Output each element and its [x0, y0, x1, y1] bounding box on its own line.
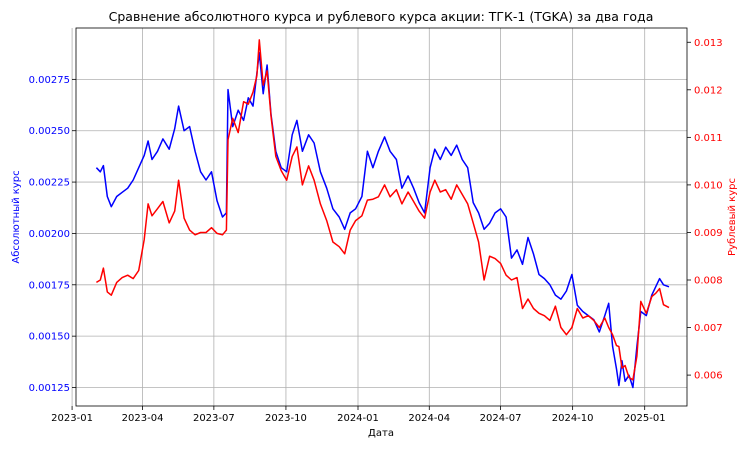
y-right-tick-label: 0.013 — [694, 38, 723, 49]
ruble-price-line — [96, 39, 670, 381]
x-tick-label: 2023-04 — [122, 413, 164, 424]
x-tick-label: 2023-07 — [193, 413, 235, 424]
y-axis-right-label: Рублевый курс — [727, 178, 738, 256]
plot-frame — [75, 27, 688, 407]
y-left-tick-label: 0.00225 — [29, 178, 70, 189]
x-tick-label: 2024-01 — [337, 413, 379, 424]
y-right-tick-label: 0.012 — [694, 85, 723, 96]
x-tick-label: 2024-10 — [552, 413, 594, 424]
x-tick-label: 2023-10 — [265, 413, 307, 424]
y-axis-left: 0.00125 0.00150 0.00175 0.00200 0.00225 0.002… — [29, 75, 76, 394]
x-tick-label: 2024-04 — [408, 413, 450, 424]
chart-title: Сравнение абсолютного курса и рублевого … — [109, 9, 654, 24]
series-lines — [95, 39, 670, 389]
y-right-tick-label: 0.006 — [694, 371, 723, 382]
y-left-tick-label: 0.00200 — [29, 229, 70, 240]
y-left-tick-label: 0.00125 — [29, 383, 70, 394]
y-right-tick-label: 0.009 — [694, 228, 723, 239]
y-left-tick-label: 0.00175 — [29, 280, 70, 291]
x-tick-label: 2023-01 — [51, 413, 93, 424]
y-left-tick-label: 0.00275 — [29, 75, 70, 86]
y-right-tick-label: 0.010 — [694, 180, 723, 191]
x-axis-label: Дата — [368, 428, 394, 439]
y-axis-right: 0.006 0.007 0.008 0.009 0.010 0.011 0.012 0.013 — [687, 38, 723, 382]
x-axis: 2023-01 2023-04 2023-07 2023-10 2024-01 2024-… — [51, 406, 666, 424]
absolute-price-line — [95, 51, 670, 389]
y-axis-left-label: Абсолютный курс — [11, 170, 22, 263]
x-tick-label: 2025-01 — [624, 413, 666, 424]
grid — [71, 28, 687, 406]
y-left-tick-label: 0.00250 — [29, 126, 70, 137]
y-right-tick-label: 0.008 — [694, 276, 723, 287]
y-right-tick-label: 0.011 — [694, 133, 723, 144]
x-tick-label: 2024-07 — [480, 413, 522, 424]
y-right-tick-label: 0.007 — [694, 323, 723, 334]
y-left-tick-label: 0.00150 — [29, 332, 70, 343]
